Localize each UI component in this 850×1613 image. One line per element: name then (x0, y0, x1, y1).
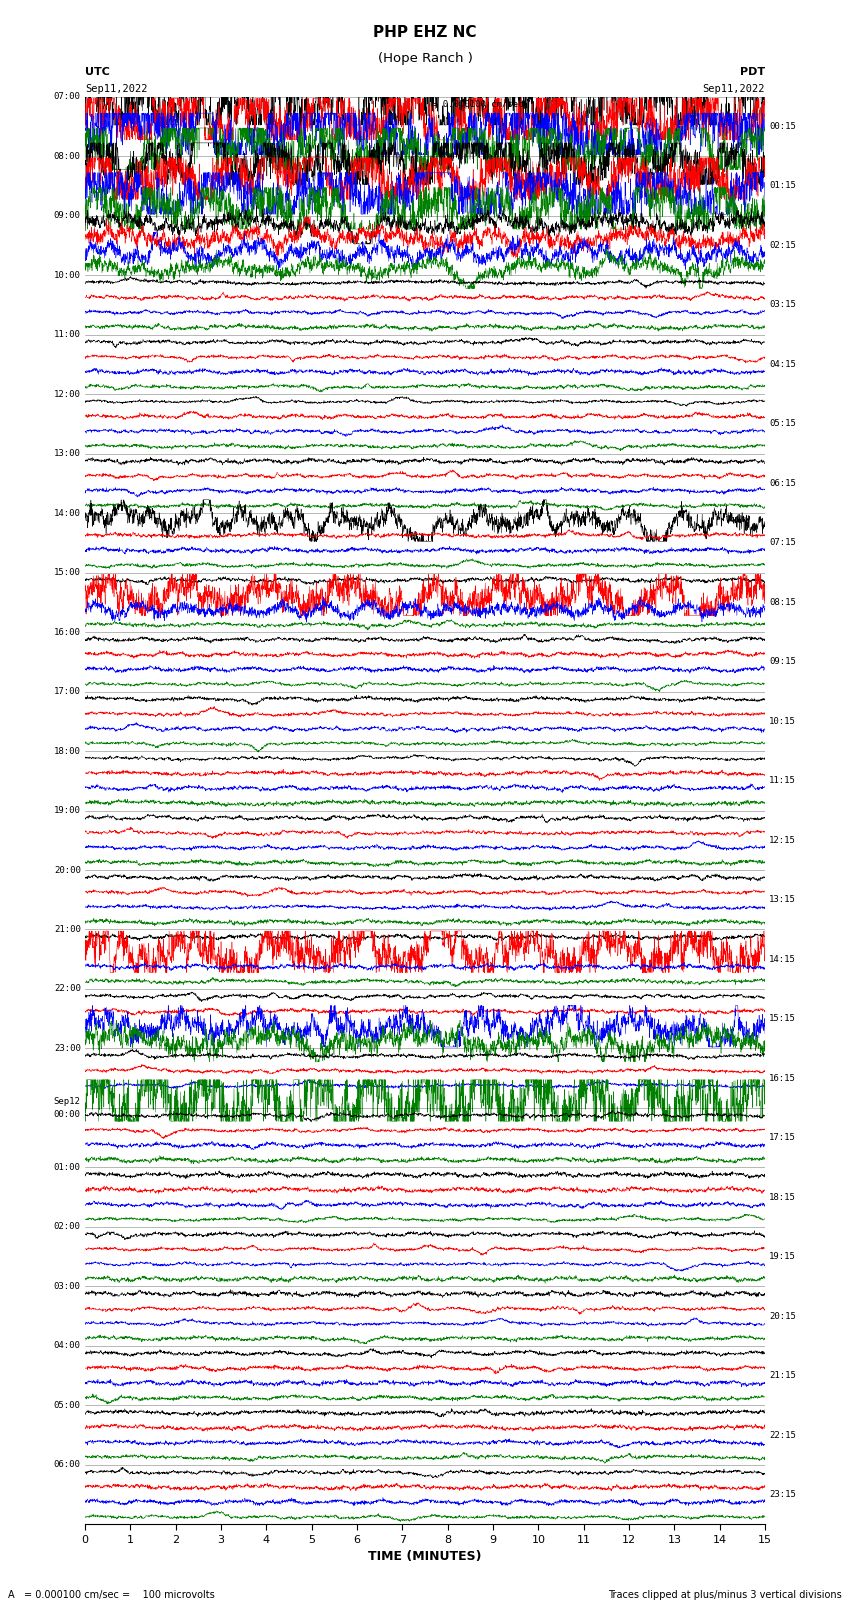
Text: (Hope Ranch ): (Hope Ranch ) (377, 52, 473, 65)
Text: 16:00: 16:00 (54, 627, 81, 637)
Text: 14:00: 14:00 (54, 508, 81, 518)
Text: 10:00: 10:00 (54, 271, 81, 279)
Text: 12:00: 12:00 (54, 390, 81, 398)
Text: PHP EHZ NC: PHP EHZ NC (373, 26, 477, 40)
Text: 01:15: 01:15 (769, 182, 796, 190)
Text: 03:15: 03:15 (769, 300, 796, 310)
Text: 18:00: 18:00 (54, 747, 81, 755)
Text: 23:00: 23:00 (54, 1044, 81, 1053)
Text: 00:15: 00:15 (769, 123, 796, 131)
Text: 05:00: 05:00 (54, 1400, 81, 1410)
Text: A   = 0.000100 cm/sec =    100 microvolts: A = 0.000100 cm/sec = 100 microvolts (8, 1590, 215, 1600)
Text: 04:15: 04:15 (769, 360, 796, 369)
Text: 07:15: 07:15 (769, 539, 796, 547)
Text: 21:15: 21:15 (769, 1371, 796, 1381)
Text: 11:15: 11:15 (769, 776, 796, 786)
Text: 09:15: 09:15 (769, 658, 796, 666)
Text: = 0.000100 cm/sec: = 0.000100 cm/sec (432, 100, 523, 108)
Text: Sep11,2022: Sep11,2022 (702, 84, 765, 94)
Text: 15:00: 15:00 (54, 568, 81, 577)
Text: 09:00: 09:00 (54, 211, 81, 221)
Text: PDT: PDT (740, 68, 765, 77)
Text: UTC: UTC (85, 68, 110, 77)
Text: 07:00: 07:00 (54, 92, 81, 102)
Text: 23:15: 23:15 (769, 1490, 796, 1498)
Text: 08:15: 08:15 (769, 598, 796, 606)
Text: 13:00: 13:00 (54, 448, 81, 458)
Text: 17:00: 17:00 (54, 687, 81, 697)
Text: 14:15: 14:15 (769, 955, 796, 963)
Text: 10:15: 10:15 (769, 716, 796, 726)
Text: 16:15: 16:15 (769, 1074, 796, 1082)
Text: 18:15: 18:15 (769, 1192, 796, 1202)
X-axis label: TIME (MINUTES): TIME (MINUTES) (368, 1550, 482, 1563)
Text: 22:00: 22:00 (54, 984, 81, 994)
Text: 03:00: 03:00 (54, 1282, 81, 1290)
Text: 06:00: 06:00 (54, 1460, 81, 1469)
Text: 21:00: 21:00 (54, 924, 81, 934)
Text: 22:15: 22:15 (769, 1431, 796, 1439)
Text: 11:00: 11:00 (54, 331, 81, 339)
Text: Traces clipped at plus/minus 3 vertical divisions: Traces clipped at plus/minus 3 vertical … (608, 1590, 842, 1600)
Text: 00:00: 00:00 (54, 1110, 81, 1119)
Text: 02:15: 02:15 (769, 240, 796, 250)
Text: 04:00: 04:00 (54, 1342, 81, 1350)
Text: 15:15: 15:15 (769, 1015, 796, 1023)
Text: Sep12: Sep12 (54, 1097, 81, 1107)
Text: 08:00: 08:00 (54, 152, 81, 161)
Text: 20:00: 20:00 (54, 866, 81, 874)
Text: Sep11,2022: Sep11,2022 (85, 84, 148, 94)
Text: 17:15: 17:15 (769, 1134, 796, 1142)
Text: 12:15: 12:15 (769, 836, 796, 845)
Text: 05:15: 05:15 (769, 419, 796, 429)
Text: 13:15: 13:15 (769, 895, 796, 905)
Text: 19:00: 19:00 (54, 806, 81, 815)
Text: 02:00: 02:00 (54, 1223, 81, 1231)
Text: 06:15: 06:15 (769, 479, 796, 487)
Text: 19:15: 19:15 (769, 1252, 796, 1261)
Text: 01:00: 01:00 (54, 1163, 81, 1173)
Text: 20:15: 20:15 (769, 1311, 796, 1321)
